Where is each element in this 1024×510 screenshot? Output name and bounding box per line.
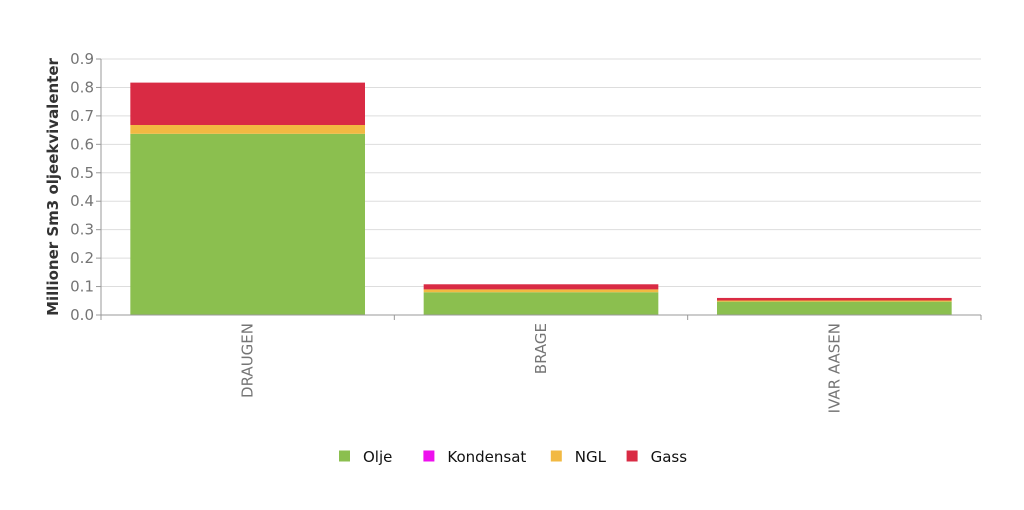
x-tick-label: IVAR AASEN	[825, 323, 843, 413]
y-tick-label: 0.0	[70, 306, 94, 324]
y-tick-label: 0.6	[70, 135, 94, 153]
legend-label: Gass	[651, 448, 688, 466]
bar-ngl-brage[interactable]	[423, 289, 659, 293]
bar-olje-draugen[interactable]	[130, 133, 365, 315]
bar-ngl-draugen[interactable]	[130, 124, 365, 134]
x-tick-label: BRAGE	[532, 323, 550, 374]
bar-olje-brage[interactable]	[423, 292, 659, 315]
x-tick-labels: DRAUGEN BRAGE IVAR AASEN	[239, 323, 844, 413]
bar-gass-brage[interactable]	[423, 284, 659, 290]
y-axis-title: Millioner Sm3 oljeekvivalenter	[44, 57, 62, 315]
bar-olje-ivar-aasen[interactable]	[717, 301, 952, 315]
legend-label: NGL	[575, 448, 607, 466]
y-tick-labels: 0.0 0.1 0.2 0.3 0.4 0.5 0.6 0.7 0.8 0.9	[70, 50, 94, 324]
bar-ngl-ivar-aasen[interactable]	[717, 300, 952, 302]
y-tick-label: 0.5	[70, 164, 94, 182]
legend-swatch	[339, 450, 350, 462]
legend-item-kondensat[interactable]: Kondensat	[423, 448, 526, 466]
y-tick-label: 0.8	[70, 78, 94, 96]
legend-swatch	[626, 450, 638, 462]
legend-item-gass[interactable]: Gass	[626, 448, 688, 466]
legend-item-olje[interactable]: Olje	[339, 448, 392, 466]
axes	[96, 58, 982, 320]
y-tick-label: 0.2	[70, 249, 94, 267]
bar-gass-ivar-aasen[interactable]	[717, 297, 952, 301]
y-tick-label: 0.9	[70, 50, 94, 68]
y-tick-label: 0.7	[70, 107, 94, 125]
legend-label: Kondensat	[447, 448, 526, 466]
legend[interactable]: Olje Kondensat NGL Gass	[339, 448, 687, 466]
y-tick-label: 0.3	[70, 221, 94, 239]
x-tick-label: DRAUGEN	[239, 323, 257, 398]
bars	[130, 82, 952, 315]
legend-item-ngl[interactable]: NGL	[550, 448, 607, 466]
legend-label: Olje	[363, 448, 392, 466]
y-tick-label: 0.4	[70, 192, 94, 210]
legend-swatch	[423, 450, 435, 462]
legend-swatch	[550, 450, 562, 462]
bar-gass-draugen[interactable]	[130, 82, 365, 125]
y-tick-label: 0.1	[70, 278, 94, 296]
